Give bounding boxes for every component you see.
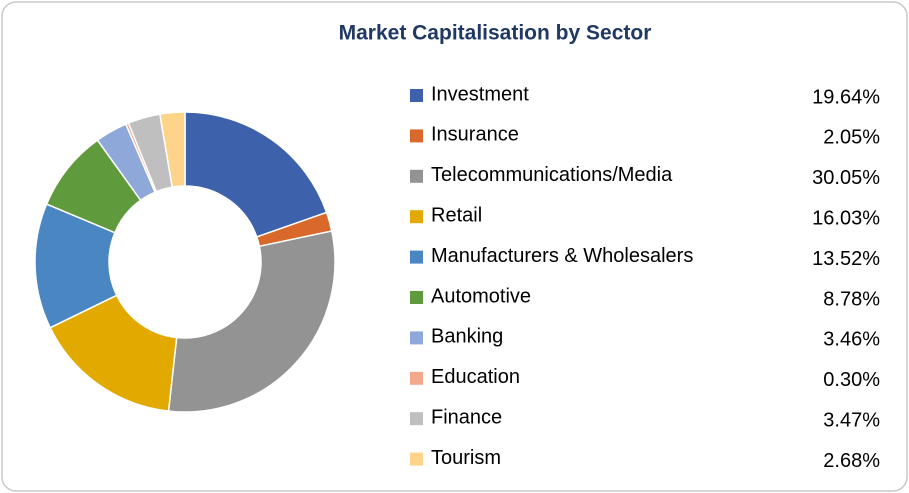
legend-label: Automotive xyxy=(431,285,531,307)
legend-label: Tourism xyxy=(431,447,501,469)
legend-label: Manufacturers & Wholesalers xyxy=(431,245,693,267)
legend-swatch xyxy=(410,129,423,143)
value-label: 0.30% xyxy=(823,369,880,391)
legend-swatch xyxy=(410,331,423,345)
legend-swatch xyxy=(410,250,423,264)
legend-label: Finance xyxy=(431,406,502,428)
slice xyxy=(167,230,336,413)
value-label: 16.03% xyxy=(812,207,880,229)
chart-title: Market Capitalisation by Sector xyxy=(339,22,652,45)
slice xyxy=(184,111,328,238)
legend-swatch xyxy=(410,412,423,426)
value-label: 2.68% xyxy=(823,450,880,472)
value-label: 8.78% xyxy=(823,288,880,310)
value-label: 3.47% xyxy=(823,409,880,431)
slice xyxy=(158,111,186,188)
legend-swatch xyxy=(410,452,423,466)
value-label: 13.52% xyxy=(812,248,880,270)
legend-label: Insurance xyxy=(431,124,519,146)
legend-label: Banking xyxy=(431,326,503,348)
value-label: 2.05% xyxy=(823,127,880,149)
legend-label: Telecommunications/Media xyxy=(431,164,673,186)
legend-label: Education xyxy=(431,366,520,388)
value-label: 30.05% xyxy=(812,167,880,189)
legend-swatch xyxy=(410,371,423,385)
legend-swatch xyxy=(410,291,423,304)
legend-label: Retail xyxy=(431,204,482,226)
value-label: 3.46% xyxy=(823,329,880,351)
legend-swatch xyxy=(410,89,423,102)
legend-swatch xyxy=(410,210,423,224)
legend-label: Investment xyxy=(431,83,529,105)
legend-swatch xyxy=(410,169,423,183)
value-label: 19.64% xyxy=(812,86,880,108)
